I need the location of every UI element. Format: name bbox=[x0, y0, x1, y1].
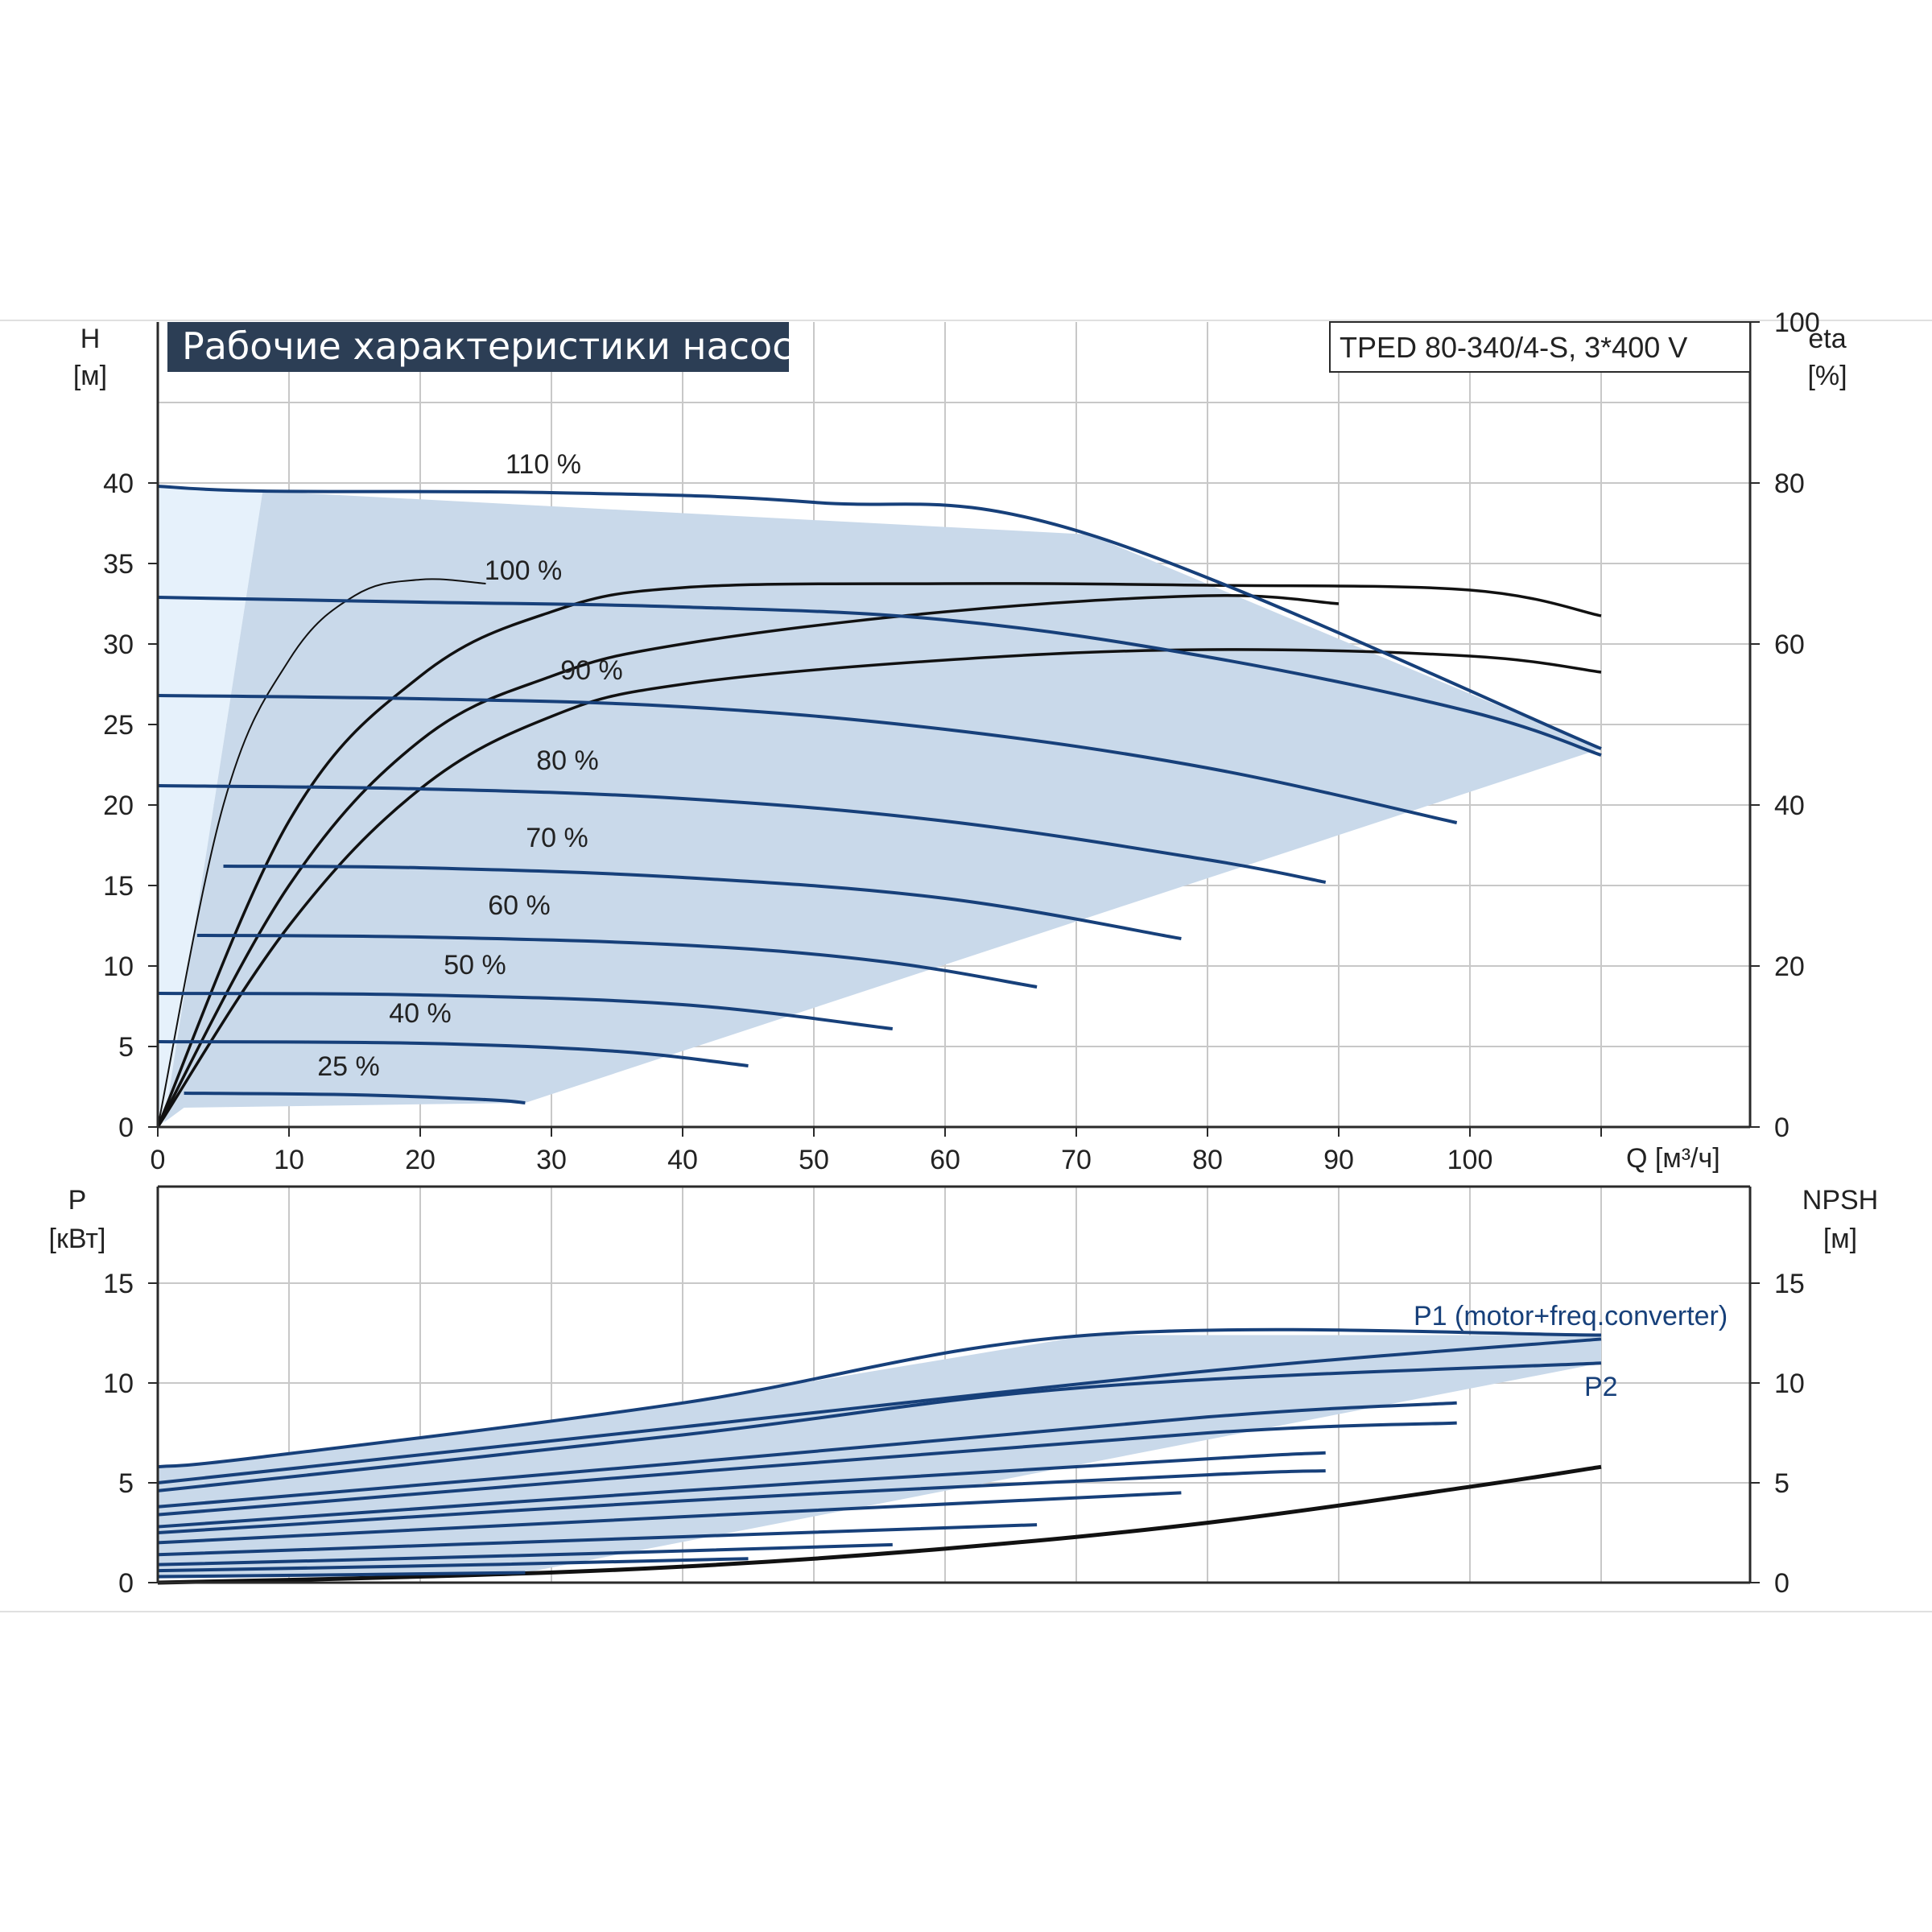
head-chart-eta-curves bbox=[156, 578, 1602, 1128]
power-curve-8 bbox=[157, 1523, 1038, 1557]
y-tick-label-1: 5 bbox=[118, 1032, 134, 1063]
series-label-7: 40 % bbox=[389, 998, 452, 1029]
y-right-tick-label-3: 60 bbox=[1774, 630, 1805, 660]
eta-curve-1 bbox=[156, 582, 1602, 1128]
y-right-tick-label-1: 20 bbox=[1774, 952, 1805, 982]
power-curve-9 bbox=[157, 1542, 893, 1567]
p-tick-label-0: 0 bbox=[118, 1568, 134, 1599]
x-tick-label-2: 20 bbox=[405, 1145, 436, 1175]
power-chart-npsh-curve bbox=[157, 1464, 1602, 1585]
chart-title-box bbox=[167, 322, 789, 372]
envelope-light bbox=[158, 486, 263, 1127]
head-curve-90 bbox=[157, 694, 1458, 824]
head-curve-100 bbox=[157, 596, 1602, 757]
eta-curve-3 bbox=[156, 594, 1340, 1128]
npsh-tick-label-2: 10 bbox=[1774, 1368, 1805, 1399]
power-chart: 0 5 10 15 0 5 10 15 P [кВт] NPSH [м] P1 (motor+… bbox=[49, 1185, 1879, 1599]
power-curve-4 bbox=[157, 1421, 1457, 1517]
power-curve-5 bbox=[157, 1451, 1326, 1529]
p-tick-label-3: 15 bbox=[103, 1269, 134, 1299]
x-tick-label-3: 30 bbox=[536, 1145, 567, 1175]
y-tick-label-4: 20 bbox=[103, 791, 134, 821]
power-curve-0 bbox=[157, 1327, 1602, 1469]
head-chart-ticks: 0 5 10 15 20 25 30 35 40 0 20 40 60 80 100 0 10 20 30 40 50 6… bbox=[103, 308, 1820, 1175]
head-curve-40 bbox=[157, 1040, 749, 1067]
npsh-tick-label-0: 0 bbox=[1774, 1568, 1790, 1599]
x-tick-label-7: 70 bbox=[1061, 1145, 1092, 1175]
y-left-label: H bbox=[80, 324, 101, 354]
x-tick-label-5: 50 bbox=[799, 1145, 829, 1175]
power-chart-ticks: 0 5 10 15 0 5 10 15 bbox=[103, 1269, 1805, 1599]
eta-curve-0 bbox=[157, 578, 486, 1128]
npsh-tick-label-3: 15 bbox=[1774, 1269, 1805, 1299]
power-curve-11 bbox=[157, 1571, 526, 1579]
y-tick-label-6: 30 bbox=[103, 630, 134, 660]
head-curve-25 bbox=[184, 1092, 526, 1104]
y-tick-label-5: 25 bbox=[103, 710, 134, 741]
y-tick-label-2: 10 bbox=[103, 952, 134, 982]
p-tick-label-2: 10 bbox=[103, 1368, 134, 1399]
x-tick-label-0: 0 bbox=[151, 1145, 166, 1175]
series-label-8: 25 % bbox=[317, 1051, 380, 1082]
npsh-tick-label-1: 5 bbox=[1774, 1468, 1790, 1499]
y-tick-label-8: 40 bbox=[103, 469, 134, 499]
x-tick-label-8: 80 bbox=[1192, 1145, 1223, 1175]
y-right-tick-label-4: 80 bbox=[1774, 469, 1805, 499]
power-curve-2 bbox=[157, 1361, 1602, 1492]
x-tick-label-4: 40 bbox=[667, 1145, 698, 1175]
power-chart-power-curves bbox=[157, 1327, 1602, 1579]
head-curve-80 bbox=[157, 784, 1327, 884]
series-label-1: 100 % bbox=[485, 555, 562, 586]
p1-label: P1 (motor+freq.converter) bbox=[1414, 1301, 1728, 1331]
power-curve-7 bbox=[157, 1491, 1182, 1545]
power-chart-axes bbox=[156, 1185, 1752, 1584]
model-label: TPED 80-340/4-S, 3*400 V bbox=[1340, 331, 1687, 364]
head-chart-series-labels: 110 % 100 % 90 % 80 % 70 % 60 % 50 % 40 % 25 % bbox=[317, 449, 623, 1082]
series-label-0: 110 % bbox=[506, 449, 581, 480]
x-tick-label-9: 90 bbox=[1323, 1145, 1354, 1175]
series-label-6: 50 % bbox=[444, 950, 506, 980]
x-tick-label-10: 100 bbox=[1447, 1145, 1493, 1175]
model-label-box bbox=[1329, 321, 1751, 373]
chart-title: Рабочие характеристики насоса bbox=[182, 324, 815, 368]
p-axis-label: P bbox=[68, 1185, 87, 1216]
x-axis-label: Q [м³/ч] bbox=[1626, 1143, 1720, 1174]
y-tick-label-3: 15 bbox=[103, 871, 134, 902]
power-curve-1 bbox=[157, 1337, 1602, 1484]
y-right-tick-label-5: 100 bbox=[1774, 308, 1820, 338]
head-curve-60 bbox=[196, 934, 1038, 989]
series-label-2: 90 % bbox=[560, 655, 623, 686]
y-right-label: eta bbox=[1808, 324, 1846, 354]
head-chart-head-curves bbox=[157, 485, 1602, 1104]
p-axis-unit: [кВт] bbox=[49, 1224, 106, 1254]
x-tick-label-6: 60 bbox=[930, 1145, 960, 1175]
x-tick-label-1: 10 bbox=[274, 1145, 304, 1175]
power-curve-6 bbox=[157, 1469, 1326, 1534]
head-curve-70 bbox=[223, 865, 1182, 940]
head-curve-50 bbox=[157, 992, 894, 1030]
npsh-curve bbox=[157, 1464, 1602, 1585]
power-curve-10 bbox=[157, 1557, 749, 1573]
p2-label: P2 bbox=[1584, 1372, 1618, 1402]
power-curve-3 bbox=[157, 1401, 1457, 1509]
eta-curve-2 bbox=[156, 648, 1602, 1128]
y-right-unit: [%] bbox=[1807, 361, 1847, 391]
series-label-4: 70 % bbox=[526, 823, 588, 853]
y-right-tick-label-0: 0 bbox=[1774, 1113, 1790, 1143]
head-chart: 0 5 10 15 20 25 30 35 40 0 20 40 60 80 100 0 10 20 30 40 50 6… bbox=[73, 308, 1847, 1175]
y-right-tick-label-2: 40 bbox=[1774, 791, 1805, 821]
head-curve-110 bbox=[157, 485, 1602, 750]
series-label-5: 60 % bbox=[488, 890, 551, 921]
y-left-unit: [м] bbox=[73, 361, 107, 391]
y-tick-label-0: 0 bbox=[118, 1113, 134, 1143]
npsh-axis-label: NPSH bbox=[1802, 1185, 1878, 1216]
p-tick-label-1: 5 bbox=[118, 1468, 134, 1499]
y-tick-label-7: 35 bbox=[103, 549, 134, 580]
series-label-3: 80 % bbox=[536, 745, 599, 776]
npsh-axis-unit: [м] bbox=[1823, 1224, 1857, 1254]
